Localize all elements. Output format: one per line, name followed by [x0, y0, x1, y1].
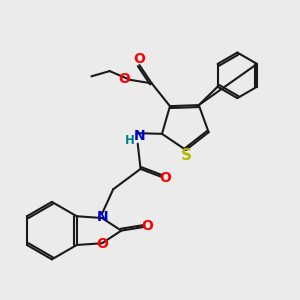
Text: N: N	[133, 129, 145, 143]
Text: O: O	[97, 237, 109, 251]
Text: O: O	[118, 72, 130, 86]
Text: O: O	[141, 219, 153, 233]
Text: O: O	[133, 52, 145, 66]
Text: H: H	[125, 134, 135, 147]
Text: N: N	[97, 210, 109, 224]
Text: O: O	[159, 171, 171, 185]
Text: S: S	[181, 148, 192, 164]
